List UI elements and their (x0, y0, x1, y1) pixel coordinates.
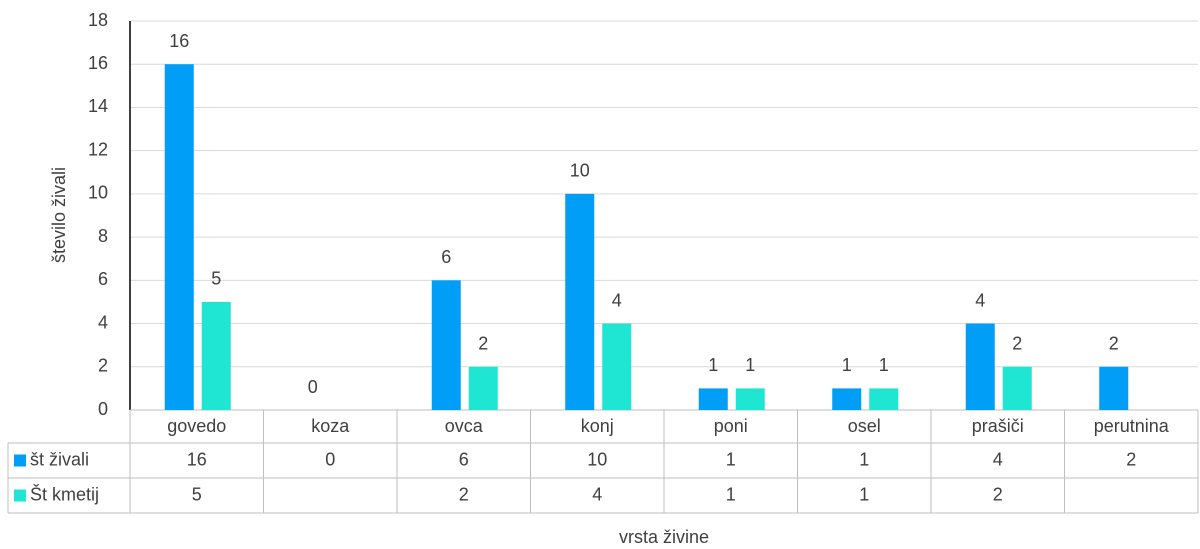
data-label: 1 (708, 355, 718, 375)
x-axis-title: vrsta živine (619, 527, 709, 547)
x-tick-label: govedo (167, 416, 226, 436)
data-label: 4 (975, 290, 985, 310)
y-tick-label: 12 (88, 139, 108, 159)
legend-swatch (14, 454, 26, 467)
table-cell: 10 (587, 449, 607, 469)
data-label: 0 (308, 377, 318, 397)
data-label: 10 (570, 161, 590, 181)
data-label: 1 (879, 355, 889, 375)
table-cell: 4 (592, 484, 602, 504)
bar (431, 280, 461, 410)
y-tick-label: 4 (98, 312, 108, 332)
y-tick-label: 2 (98, 356, 108, 376)
table-cell: 2 (459, 484, 469, 504)
data-label: 6 (441, 247, 451, 267)
table-cell: 1 (859, 484, 869, 504)
legend-label: Št kmetij (30, 483, 99, 504)
x-tick-label: ovca (445, 416, 484, 436)
bar (565, 193, 595, 410)
bar (698, 388, 728, 410)
x-tick-label: perutnina (1094, 416, 1170, 436)
y-tick-label: 0 (98, 399, 108, 419)
bar (468, 366, 498, 410)
bar (201, 301, 231, 410)
table-cell: 0 (325, 449, 335, 469)
data-label: 4 (612, 290, 622, 310)
y-tick-label: 14 (88, 96, 108, 116)
data-label: 1 (745, 355, 755, 375)
data-label: 1 (842, 355, 852, 375)
bar (965, 323, 995, 410)
bar (869, 388, 899, 410)
data-label: 2 (1109, 334, 1119, 354)
x-tick-label: konj (581, 416, 614, 436)
y-tick-label: 8 (98, 226, 108, 246)
x-tick-label: koza (311, 416, 350, 436)
data-label: 5 (211, 269, 221, 289)
bar (1099, 366, 1129, 410)
y-tick-label: 6 (98, 269, 108, 289)
bar (735, 388, 765, 410)
table-cell: 6 (459, 449, 469, 469)
data-label: 16 (169, 31, 189, 51)
bar (602, 323, 632, 410)
bar (1002, 366, 1032, 410)
x-tick-label: osel (848, 416, 881, 436)
table-cell: 2 (1126, 449, 1136, 469)
table-cell: 2 (993, 484, 1003, 504)
y-tick-label: 10 (88, 183, 108, 203)
x-tick-label: prašiči (972, 416, 1024, 436)
y-tick-label: 16 (88, 53, 108, 73)
data-label: 2 (478, 334, 488, 354)
legend-swatch (14, 489, 26, 502)
table-cell: 16 (187, 449, 207, 469)
table-cell: 5 (192, 484, 202, 504)
table-cell: 1 (726, 449, 736, 469)
legend-label: št živali (30, 449, 89, 469)
table-cell: 1 (859, 449, 869, 469)
bar (832, 388, 862, 410)
table-cell: 4 (993, 449, 1003, 469)
bar (164, 64, 194, 410)
y-axis-title: število živali (49, 167, 69, 263)
table-cell: 1 (726, 484, 736, 504)
y-tick-label: 18 (88, 10, 108, 30)
data-label: 2 (1012, 334, 1022, 354)
x-tick-label: poni (714, 416, 748, 436)
